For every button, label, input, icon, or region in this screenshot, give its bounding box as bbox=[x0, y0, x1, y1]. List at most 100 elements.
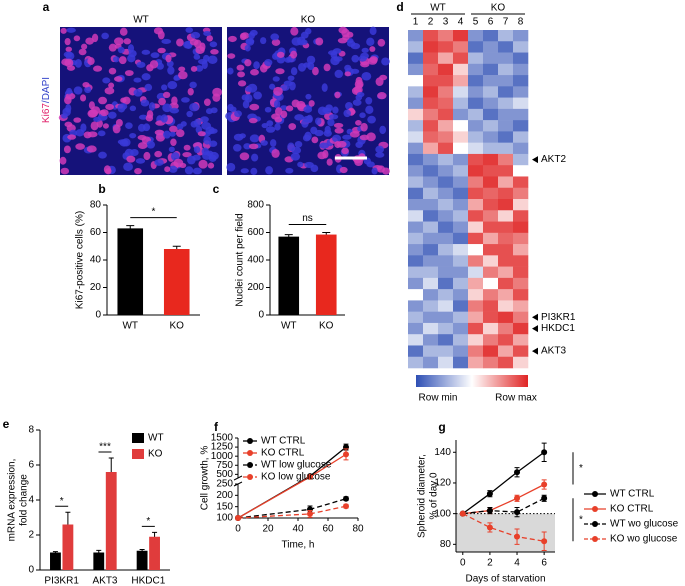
nucleus bbox=[280, 84, 290, 91]
significance: * bbox=[152, 206, 156, 217]
data-point bbox=[235, 515, 241, 521]
bar bbox=[315, 234, 337, 315]
nucleus bbox=[193, 54, 201, 60]
heatmap-cell bbox=[453, 322, 469, 335]
nucleus bbox=[178, 71, 188, 80]
heatmap-cell bbox=[498, 30, 514, 42]
nucleus bbox=[115, 118, 123, 127]
y-tick-label: 80 bbox=[440, 539, 452, 550]
heatmap-cell bbox=[408, 244, 424, 256]
nucleus bbox=[187, 87, 194, 96]
nucleus bbox=[311, 136, 319, 144]
heatmap-cell bbox=[423, 165, 439, 177]
nucleus bbox=[129, 105, 137, 112]
nucleus bbox=[369, 56, 378, 64]
heatmap-cell bbox=[438, 311, 454, 324]
nucleus bbox=[163, 130, 171, 139]
heatmap-cell bbox=[483, 221, 499, 234]
column-label: 2 bbox=[428, 17, 434, 28]
heatmap-cell bbox=[468, 75, 484, 87]
nucleus bbox=[117, 46, 125, 54]
heatmap-cell bbox=[408, 289, 424, 301]
nucleus bbox=[344, 71, 351, 77]
y-tick-label: 120 bbox=[434, 478, 451, 489]
nucleus bbox=[160, 114, 168, 123]
heatmap-cell bbox=[468, 244, 484, 256]
nucleus bbox=[90, 121, 99, 131]
nucleus bbox=[66, 87, 73, 95]
heatmap-cell bbox=[408, 52, 424, 65]
nucleus bbox=[371, 167, 378, 175]
nucleus bbox=[290, 26, 299, 36]
nucleus bbox=[75, 143, 85, 150]
heatmap-cell bbox=[498, 232, 514, 245]
nucleus bbox=[333, 122, 344, 129]
x-tick-label: AKT3 bbox=[92, 576, 117, 586]
heatmap-cell bbox=[483, 345, 499, 358]
nucleus bbox=[269, 83, 276, 90]
nucleus bbox=[290, 50, 298, 59]
nucleus bbox=[175, 129, 185, 138]
nucleus bbox=[82, 81, 90, 88]
panel-label: g bbox=[438, 420, 445, 434]
heatmap-cell bbox=[513, 244, 529, 256]
heatmap-cell bbox=[483, 255, 499, 267]
nucleus bbox=[167, 66, 175, 75]
heatmap-cell bbox=[438, 187, 454, 200]
heatmap-cell bbox=[513, 97, 529, 110]
nucleus bbox=[198, 159, 208, 169]
series-line bbox=[462, 497, 545, 515]
nucleus bbox=[250, 167, 258, 175]
nucleus bbox=[73, 35, 81, 42]
heatmap-cell bbox=[453, 86, 469, 98]
nucleus bbox=[144, 83, 153, 91]
heatmap-cell bbox=[423, 356, 439, 369]
heatmap-cell bbox=[453, 41, 469, 53]
column-label: 1 bbox=[413, 17, 419, 28]
heatmap-cell bbox=[438, 120, 454, 132]
heatmap-cell bbox=[483, 176, 499, 189]
heatmap-cell bbox=[408, 131, 424, 143]
nucleus bbox=[305, 28, 312, 35]
heatmap-cell bbox=[513, 52, 529, 65]
heatmap-cell bbox=[453, 300, 469, 312]
nucleus bbox=[253, 91, 262, 100]
heatmap-cell bbox=[498, 108, 514, 121]
nucleus bbox=[150, 52, 160, 59]
heatmap-cell bbox=[438, 63, 454, 76]
bar bbox=[163, 249, 190, 315]
nucleus bbox=[146, 64, 154, 72]
nucleus bbox=[359, 134, 369, 141]
y-tick-label: 80 bbox=[90, 200, 102, 211]
nucleus bbox=[361, 71, 372, 81]
nucleus bbox=[102, 123, 109, 129]
nucleus bbox=[260, 37, 267, 45]
x-tick-label: HKDC1 bbox=[131, 576, 165, 586]
nucleus bbox=[285, 167, 294, 174]
nucleus bbox=[379, 125, 387, 135]
nucleus bbox=[197, 131, 206, 137]
heatmap-cell bbox=[483, 52, 499, 65]
heatmap-cell bbox=[483, 153, 499, 166]
heatmap-cell bbox=[468, 120, 484, 132]
legend-label: WT low glucose bbox=[261, 460, 332, 471]
nucleus bbox=[85, 37, 94, 45]
x-tick-label: 6 bbox=[541, 558, 547, 569]
nucleus bbox=[321, 83, 328, 92]
nucleus bbox=[78, 48, 87, 56]
nucleus bbox=[275, 68, 285, 75]
heatmap-cell bbox=[498, 266, 514, 279]
y-axis-label: Ki67-positive cells (%) bbox=[75, 211, 86, 309]
heatmap-cell bbox=[498, 244, 514, 256]
nucleus bbox=[157, 30, 165, 40]
heatmap-cell bbox=[483, 120, 499, 132]
image-title: WT bbox=[133, 15, 149, 26]
y-axis-label: % of day 0 bbox=[429, 472, 440, 520]
data-point bbox=[486, 490, 493, 497]
heatmap-cell bbox=[483, 187, 499, 200]
heatmap-cell bbox=[423, 255, 439, 267]
nucleus bbox=[229, 106, 237, 113]
nucleus bbox=[158, 97, 166, 106]
heatmap-cell bbox=[438, 322, 454, 335]
heatmap-cell bbox=[498, 153, 514, 166]
